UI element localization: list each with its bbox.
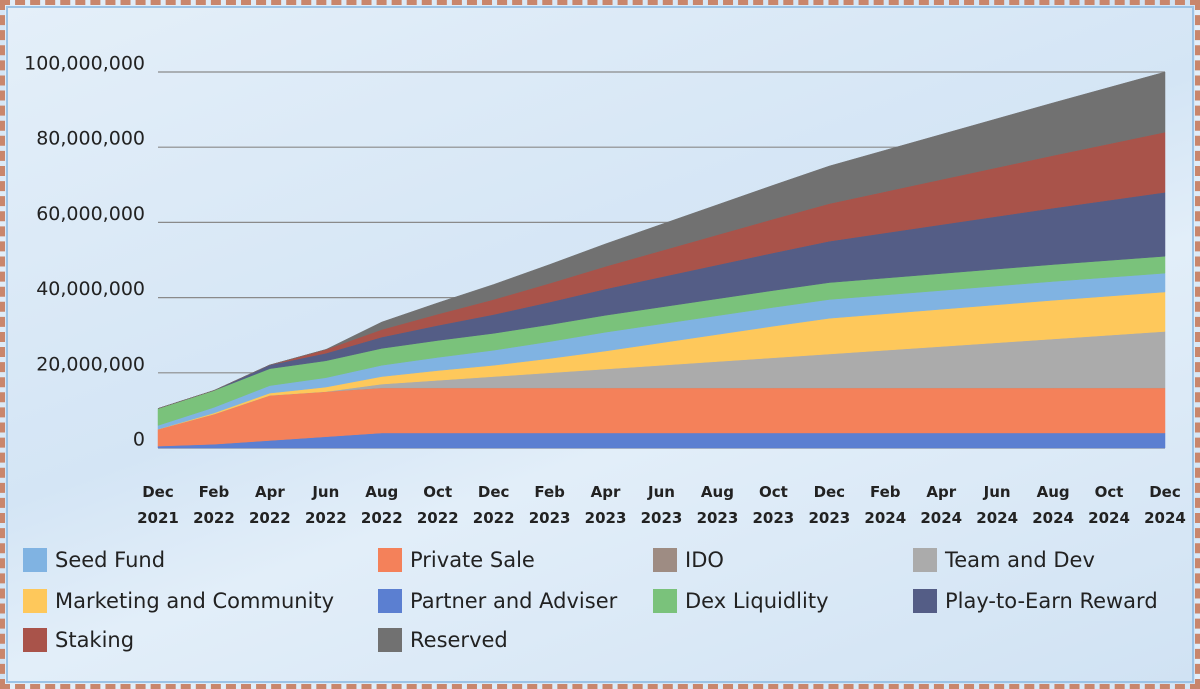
legend-item: Marketing and Community <box>23 589 334 613</box>
x-tick-label: Aug 2024 <box>1032 483 1074 527</box>
legend-label: Team and Dev <box>945 548 1095 572</box>
legend-label: Marketing and Community <box>55 589 335 613</box>
x-tick-label: Feb 2024 <box>864 483 907 527</box>
legend-label: Partner and Adviser <box>410 589 618 613</box>
x-tick-label: Oct 2022 <box>416 483 459 527</box>
chart: 0 20,000,000 40,000,000 60,000,000 80,000,00… <box>24 53 1166 451</box>
legend-label: Private Sale <box>410 548 535 572</box>
legend-swatch <box>23 628 47 652</box>
legend-swatch <box>913 589 937 613</box>
legend-swatch <box>378 628 402 652</box>
legend-label: Staking <box>55 628 135 652</box>
x-tick-label: Dec 2021 <box>137 483 179 527</box>
x-tick-label: Dec 2022 <box>472 483 515 527</box>
x-tick-label: Apr 2022 <box>249 483 291 527</box>
legend-swatch <box>913 548 937 572</box>
legend-swatch <box>23 589 47 613</box>
x-tick-label: Apr 2024 <box>920 483 963 527</box>
y-tick-label: 80,000,000 <box>36 128 145 150</box>
y-tick-label: 100,000,000 <box>24 53 145 75</box>
x-tick-label: Feb 2022 <box>193 483 235 527</box>
x-tick-label: Aug 2023 <box>696 483 739 527</box>
x-tick-label: Jun 2024 <box>976 483 1019 527</box>
x-tick-label: Jun 2023 <box>640 483 683 527</box>
legend-item: Dex Liquidlity <box>653 589 829 613</box>
areas <box>157 71 1166 449</box>
legend-swatch <box>378 589 402 613</box>
legend-label: Play-to-Earn Reward <box>945 589 1158 613</box>
x-tick-label: Oct 2023 <box>752 483 795 527</box>
x-tick-label: Dec 2024 <box>1144 483 1186 527</box>
legend-item: Reserved <box>378 628 508 652</box>
legend-item: IDO <box>653 548 724 572</box>
legend-label: Reserved <box>410 628 508 652</box>
y-tick-label: 0 <box>133 429 145 451</box>
legend-item: Play-to-Earn Reward <box>913 589 1158 613</box>
area <box>157 71 1166 409</box>
legend-swatch <box>653 548 677 572</box>
legend-item: Partner and Adviser <box>378 589 617 613</box>
y-tick-label: 20,000,000 <box>36 353 145 375</box>
legend-item: Team and Dev <box>913 548 1095 572</box>
x-tick-label: Oct 2024 <box>1088 483 1130 527</box>
legend-item: Seed Fund <box>23 548 165 572</box>
legend-label: Seed Fund <box>55 548 166 572</box>
legend-swatch <box>653 589 677 613</box>
x-tick-label: Apr 2023 <box>584 483 627 527</box>
legend-swatch <box>378 548 402 572</box>
y-tick-label: 60,000,000 <box>36 203 145 225</box>
x-tick-label: Jun 2022 <box>304 483 347 527</box>
x-tick-label: Aug 2022 <box>360 483 403 527</box>
legend-item: Private Sale <box>378 548 535 572</box>
legend-item: Staking <box>23 628 134 652</box>
legend-label: Dex Liquidlity <box>685 589 829 613</box>
x-tick-label: Feb 2023 <box>528 483 571 527</box>
legend-label: IDO <box>685 548 724 572</box>
x-tick-label: Dec 2023 <box>808 483 851 527</box>
y-tick-label: 40,000,000 <box>36 278 145 300</box>
legend-swatch <box>23 548 47 572</box>
